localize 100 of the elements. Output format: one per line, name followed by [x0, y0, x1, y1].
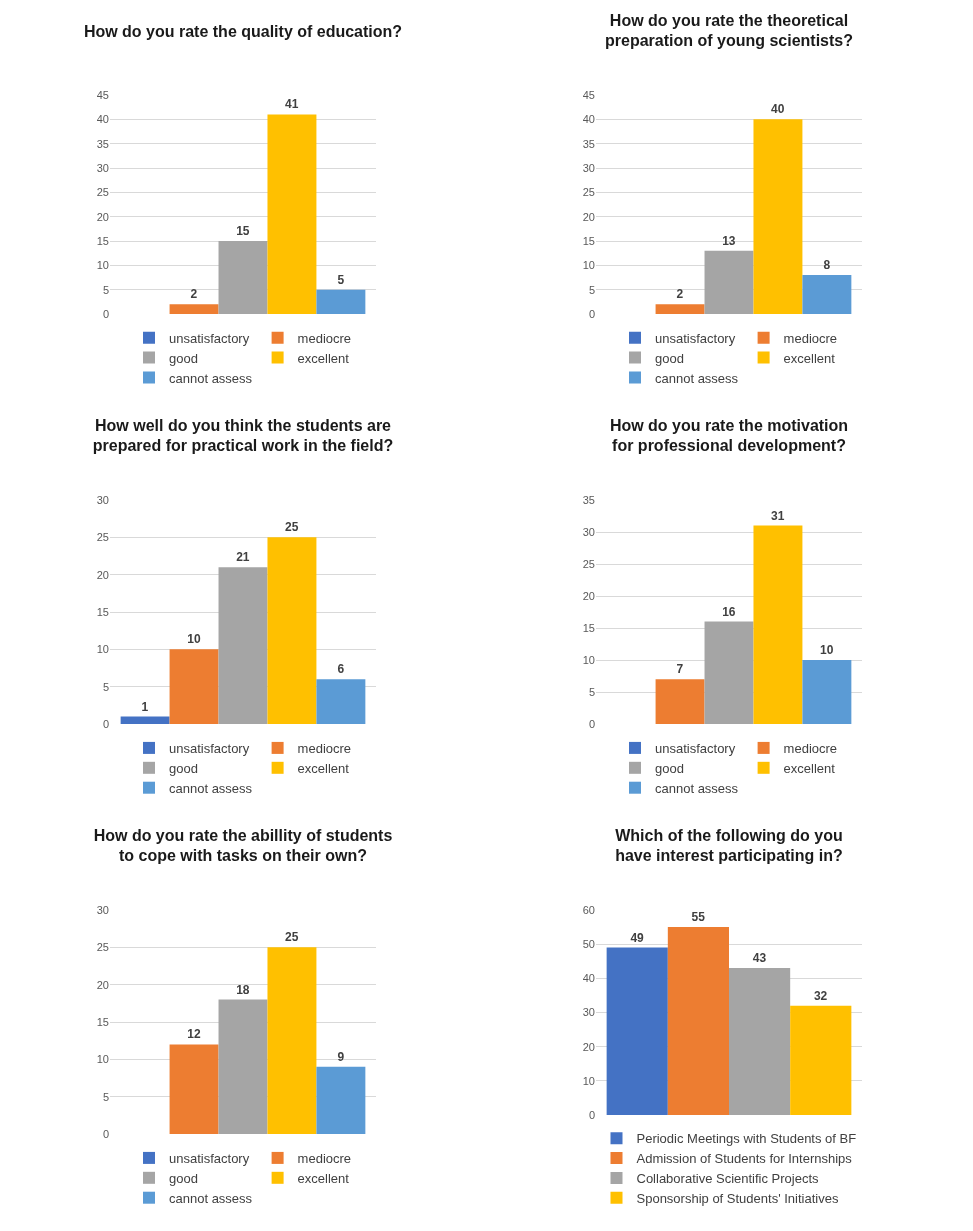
- data-label: 7: [676, 662, 684, 677]
- bar: [655, 679, 705, 724]
- data-label: 40: [771, 102, 785, 117]
- y-tick-label: 40: [96, 113, 109, 126]
- y-tick-label: 35: [582, 137, 595, 150]
- y-tick-label: 30: [582, 1006, 595, 1019]
- bar: [218, 999, 268, 1134]
- y-tick-label: 25: [96, 531, 109, 544]
- bar: [802, 275, 852, 314]
- data-label: 1: [141, 699, 149, 714]
- y-tick-label: 0: [102, 717, 109, 730]
- legend-label: good: [169, 760, 198, 776]
- y-tick-label: 0: [102, 1127, 109, 1140]
- bar: [790, 1005, 852, 1115]
- legend-label: mediocre: [297, 1150, 352, 1166]
- legend-label: good: [655, 760, 684, 776]
- legend-label: mediocre: [783, 740, 838, 756]
- data-label: 43: [752, 951, 767, 966]
- legend-label: Admission of Students for Internships: [636, 1151, 853, 1167]
- y-tick-label: 5: [102, 283, 109, 296]
- data-label: 9: [337, 1049, 345, 1064]
- y-tick-label: 30: [96, 493, 109, 506]
- bar: [267, 947, 317, 1134]
- data-label: 5: [337, 272, 345, 287]
- y-tick-label: 10: [582, 1074, 595, 1087]
- data-label: 41: [285, 97, 299, 112]
- data-label: 6: [337, 662, 345, 677]
- data-label: 2: [676, 287, 684, 302]
- y-tick-label: 40: [582, 113, 595, 126]
- data-label: 16: [722, 604, 736, 619]
- bar: [667, 927, 729, 1115]
- y-tick-label: 35: [96, 137, 109, 150]
- bar: [169, 649, 219, 724]
- legend-label: Collaborative Scientific Projects: [636, 1171, 820, 1187]
- bar: [316, 679, 366, 724]
- y-tick-label: 5: [588, 685, 595, 698]
- bar: [316, 1066, 366, 1134]
- y-tick-label: 30: [582, 161, 595, 174]
- y-tick-label: 15: [582, 234, 595, 247]
- y-tick-label: 15: [96, 234, 109, 247]
- legend-label: excellent: [297, 760, 350, 776]
- y-tick-label: 10: [96, 1053, 109, 1066]
- legend-label: unsatisfactory: [655, 740, 736, 756]
- y-tick-label: 30: [96, 161, 109, 174]
- y-tick-label: 45: [582, 88, 595, 101]
- y-tick-label: 10: [96, 643, 109, 656]
- y-tick-label: 20: [582, 1040, 595, 1053]
- legend-label: good: [169, 350, 198, 366]
- legend-label: cannot assess: [169, 370, 253, 386]
- bar: [606, 947, 668, 1115]
- y-tick-label: 0: [588, 717, 595, 730]
- bar: [120, 716, 170, 724]
- data-label: 18: [236, 982, 250, 997]
- data-label: 15: [236, 224, 250, 238]
- y-tick-label: 15: [582, 621, 595, 634]
- data-label: 21: [236, 550, 250, 565]
- bar: [218, 241, 268, 314]
- legend-label: unsatisfactory: [169, 1150, 250, 1166]
- chart-title: Which of the following do you have interest participating in?: [615, 826, 843, 865]
- y-tick-label: 5: [588, 283, 595, 296]
- y-tick-label: 30: [582, 525, 595, 538]
- y-tick-label: 5: [102, 1090, 109, 1103]
- data-label: 12: [187, 1027, 201, 1042]
- bar: [704, 621, 754, 724]
- legend-label: unsatisfactory: [655, 330, 736, 346]
- legend-label: good: [655, 350, 684, 366]
- bar: [267, 537, 317, 724]
- chart-title: How do you rate the theoretical preparation of young scientists?: [604, 11, 854, 50]
- legend-label: unsatisfactory: [169, 330, 250, 346]
- bar: [316, 289, 366, 314]
- data-label: 10: [187, 632, 201, 647]
- data-label: 10: [820, 643, 834, 657]
- y-tick-label: 0: [102, 307, 109, 320]
- y-tick-label: 45: [96, 88, 109, 101]
- legend-label: unsatisfactory: [169, 740, 250, 756]
- bar: [753, 525, 803, 724]
- bar: [267, 114, 317, 314]
- y-tick-label: 0: [588, 307, 595, 320]
- bar: [753, 119, 803, 314]
- y-tick-label: 0: [588, 1108, 595, 1121]
- y-tick-label: 10: [582, 653, 595, 666]
- legend-label: Periodic Meetings with Students of BF: [636, 1131, 857, 1147]
- bar: [169, 304, 219, 314]
- bar: [169, 1044, 219, 1134]
- data-label: 25: [285, 930, 299, 945]
- bar: [704, 250, 754, 314]
- y-tick-label: 5: [102, 680, 109, 693]
- legend-label: good: [169, 1170, 198, 1186]
- legend-label: mediocre: [297, 330, 352, 346]
- y-tick-label: 20: [582, 589, 595, 602]
- y-tick-label: 20: [96, 978, 109, 991]
- bar: [655, 304, 705, 314]
- legend-label: excellent: [783, 350, 836, 366]
- y-tick-label: 15: [96, 605, 109, 618]
- y-tick-label: 20: [96, 568, 109, 581]
- y-tick-label: 20: [582, 210, 595, 223]
- data-label: 13: [722, 233, 736, 248]
- legend-label: Sponsorship of Students' Initiatives: [636, 1190, 839, 1206]
- y-tick-label: 30: [96, 903, 109, 916]
- y-tick-label: 25: [582, 557, 595, 570]
